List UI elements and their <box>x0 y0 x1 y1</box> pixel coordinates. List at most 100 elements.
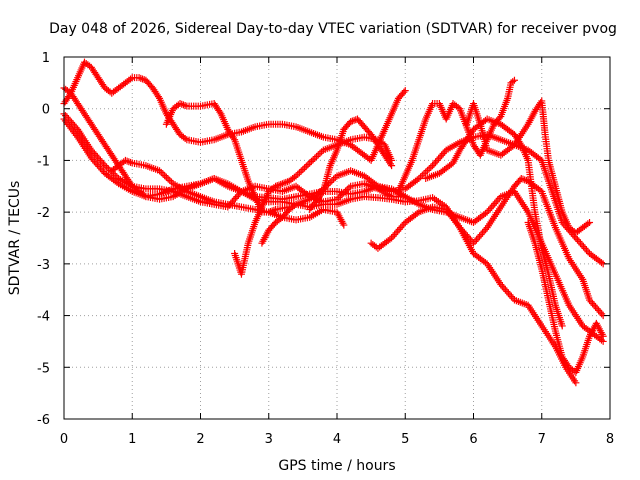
data-point <box>435 155 443 163</box>
data-point <box>433 156 441 164</box>
data-point <box>154 93 162 101</box>
data-point <box>181 101 189 109</box>
y-tick-label: -5 <box>37 361 50 376</box>
data-point <box>323 182 331 190</box>
data-point <box>307 157 315 165</box>
data-point <box>268 207 276 215</box>
data-point <box>473 236 481 244</box>
data-point <box>167 178 175 186</box>
data-point <box>401 87 409 95</box>
data-point <box>278 180 286 188</box>
data-point <box>519 175 527 183</box>
data-point <box>456 224 464 232</box>
data-point <box>395 225 403 233</box>
data-point <box>506 291 514 299</box>
data-point <box>415 175 423 183</box>
data-point <box>597 336 605 344</box>
data-point <box>386 160 394 168</box>
data-point <box>460 229 468 237</box>
data-point <box>270 206 278 214</box>
data-point <box>590 301 598 309</box>
data-point <box>439 150 447 158</box>
data-point <box>479 229 487 237</box>
data-point <box>438 151 446 159</box>
series-trace <box>367 175 607 320</box>
data-point <box>489 201 497 209</box>
data-point <box>178 100 186 108</box>
data-point <box>586 296 594 304</box>
data-point <box>575 237 583 245</box>
data-point <box>462 231 470 239</box>
data-point <box>99 160 107 168</box>
data-point <box>89 156 97 164</box>
data-point <box>347 118 355 126</box>
data-point <box>138 75 146 83</box>
data-point <box>504 289 512 297</box>
data-point <box>572 379 580 387</box>
data-point <box>179 101 187 109</box>
data-point <box>422 168 430 176</box>
data-point <box>277 180 285 188</box>
x-tick-label: 7 <box>538 432 546 447</box>
data-point <box>299 165 307 173</box>
data-point <box>275 181 283 189</box>
data-point <box>488 203 496 211</box>
y-tick-label: -2 <box>37 206 50 221</box>
data-point <box>471 237 479 245</box>
data-point <box>470 239 477 247</box>
data-point <box>581 244 589 252</box>
data-point <box>587 298 595 306</box>
data-point <box>474 234 482 242</box>
data-point <box>596 308 604 316</box>
y-tick-label: -4 <box>37 310 50 325</box>
data-point <box>584 248 592 256</box>
data-point <box>135 74 143 82</box>
data-point <box>314 151 322 159</box>
data-point <box>483 208 491 216</box>
data-point <box>599 332 607 340</box>
data-point <box>93 161 101 169</box>
data-point <box>87 154 95 162</box>
data-point <box>595 306 603 314</box>
data-point <box>494 196 502 204</box>
data-point <box>280 179 288 187</box>
data-point <box>98 166 106 174</box>
x-axis-label: GPS time / hours <box>278 458 395 474</box>
data-point <box>582 246 590 254</box>
data-point <box>230 196 238 204</box>
data-point <box>501 286 509 294</box>
data-point <box>265 208 273 216</box>
data-point <box>301 164 309 172</box>
data-point <box>159 170 167 178</box>
data-point <box>486 205 494 213</box>
data-point <box>95 155 103 163</box>
data-point <box>231 194 239 202</box>
data-point <box>507 293 515 301</box>
data-point <box>430 160 438 168</box>
series-trace <box>258 131 607 268</box>
x-tick-label: 3 <box>265 432 273 447</box>
data-point <box>294 170 302 178</box>
data-point <box>481 209 489 217</box>
x-tick-label: 0 <box>60 432 68 447</box>
data-point <box>331 174 339 182</box>
data-point <box>137 74 145 82</box>
data-point <box>302 162 310 170</box>
data-point <box>597 259 605 267</box>
data-point <box>413 209 421 217</box>
data-point <box>509 78 517 86</box>
chart-title: Day 048 of 2026, Sidereal Day-to-day VTE… <box>49 21 617 37</box>
data-point <box>164 175 172 183</box>
data-point <box>272 182 280 190</box>
data-point <box>372 181 380 189</box>
data-point <box>491 200 499 208</box>
data-point <box>318 148 326 156</box>
data-point <box>510 76 518 84</box>
data-point <box>282 178 290 186</box>
data-point <box>417 173 425 181</box>
data-point <box>388 162 396 170</box>
data-point <box>436 153 444 161</box>
data-point <box>398 222 406 230</box>
data-point <box>229 134 237 142</box>
data-point <box>389 232 397 240</box>
